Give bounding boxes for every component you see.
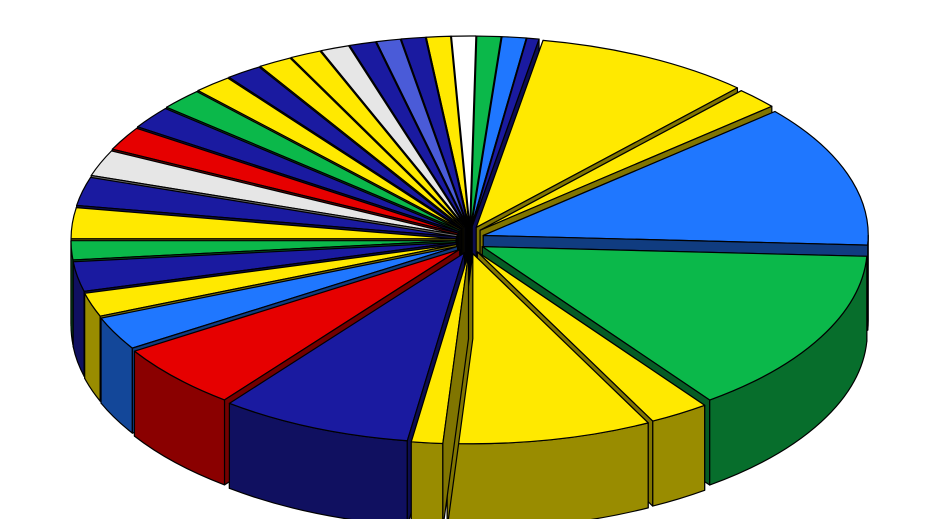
pie-outer-s7 xyxy=(411,442,443,519)
pie-outer-s5 xyxy=(653,405,705,506)
exploded-3d-pie-chart xyxy=(0,0,940,519)
